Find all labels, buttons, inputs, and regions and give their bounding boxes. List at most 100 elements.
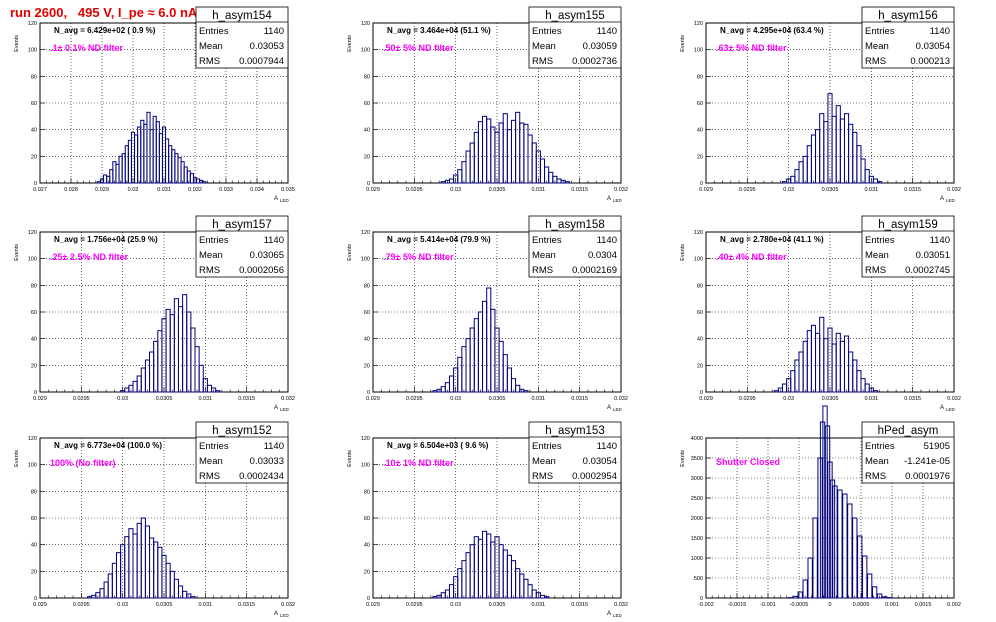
stats-box: [195, 421, 289, 484]
histogram-bin: [440, 181, 446, 184]
x-tick-label: 0.03: [117, 602, 128, 608]
histogram-bin: [839, 118, 845, 184]
histogram-bin: [144, 525, 151, 599]
x-tick-label: 0.029: [699, 396, 713, 402]
histogram-bin: [173, 298, 179, 393]
x-axis-label-subscript: LED: [280, 613, 290, 618]
x-tick-label: 0.0305: [489, 602, 506, 608]
histogram-bin: [469, 142, 475, 184]
histogram-bin: [177, 306, 184, 393]
y-tick-label: 0: [34, 181, 37, 187]
x-tick-label: 0.002: [947, 602, 961, 608]
histogram-bin: [881, 596, 888, 599]
histogram-bin: [806, 330, 812, 393]
histogram-panel-h_asym156: 0.029 0.0295 0.03 0.0305 0.031 0.0315 0.032 0 20…: [680, 6, 961, 203]
x-axis-label: A: [607, 611, 611, 617]
x-tick-label: 0.0295: [406, 602, 423, 608]
stats-rms-value: 0.0002434: [239, 471, 284, 482]
histogram-bin: [149, 537, 155, 599]
x-tick-label: 0: [828, 602, 831, 608]
average-count-header: N_avg = 4.295e+04 (63.4 %): [720, 26, 824, 35]
x-tick-label: 0.028: [64, 187, 78, 193]
x-tick-label: -0.001: [760, 602, 776, 608]
stats-rms-label: RMS: [199, 56, 220, 67]
histogram-panel-h_asym158: 0.029 0.0295 0.03 0.0305 0.031 0.0315 0.032 0 20…: [347, 215, 628, 412]
histogram-bin: [792, 595, 798, 599]
histogram-bin: [843, 335, 850, 393]
histogram-bin: [132, 533, 138, 599]
x-tick-label: 0.032: [614, 396, 628, 402]
histogram-bin: [448, 375, 455, 393]
histogram-bin: [477, 311, 484, 393]
histogram-name: hPed_asym: [878, 425, 939, 437]
stats-rms-value: 0.000213: [910, 56, 950, 67]
histogram-bin: [477, 121, 484, 184]
x-axis-label-subscript: LED: [613, 198, 623, 203]
histogram-bin: [819, 113, 825, 184]
y-tick-label: 500: [694, 576, 703, 582]
histogram-bin: [852, 131, 858, 184]
x-tick-label: -0.0015: [728, 602, 747, 608]
histogram-bin: [556, 178, 562, 184]
histogram-bin: [842, 493, 848, 599]
stats-entries-label: Entries: [865, 441, 895, 452]
histogram-bin: [440, 592, 446, 599]
stats-entries-label: Entries: [865, 26, 895, 37]
histogram-panel-hPed_asym: -0.002 -0.0015 -0.001 -0.0005 0 0.0005 0.001 0.…: [680, 405, 961, 608]
histogram-bin: [802, 155, 808, 184]
stats-mean-label: Mean: [199, 41, 223, 52]
x-tick-label: 0.0305: [489, 396, 506, 402]
x-tick-label: 0.0295: [739, 187, 756, 193]
stats-entries-label: Entries: [865, 235, 895, 246]
y-axis-label: Events: [680, 244, 686, 261]
histogram-bin: [107, 573, 113, 599]
x-tick-label: 0.032: [947, 187, 961, 193]
histogram-bin: [860, 158, 866, 184]
histogram-bin: [186, 593, 192, 599]
x-tick-label: 0.0305: [156, 602, 173, 608]
histogram-bin: [469, 327, 475, 393]
histogram-bin: [149, 351, 155, 393]
histogram-bin: [848, 123, 854, 184]
x-axis-label-subscript: LED: [946, 407, 956, 412]
x-axis-label: A: [274, 405, 278, 411]
histogram-bin: [523, 578, 529, 599]
y-tick-label: 120: [28, 230, 37, 236]
x-tick-label: 0.0295: [406, 187, 423, 193]
x-axis-label-subscript: LED: [280, 198, 290, 203]
stats-entries-label: Entries: [532, 441, 562, 452]
x-axis-label-subscript: LED: [280, 407, 290, 412]
histogram-bin: [506, 129, 512, 184]
histogram-bin: [837, 489, 843, 599]
y-tick-label: 100: [28, 257, 37, 263]
x-tick-label: 0.032: [614, 187, 628, 193]
histogram-bin: [498, 340, 504, 393]
x-tick-label: -0.0005: [790, 602, 809, 608]
x-axis-label: A: [607, 196, 611, 202]
histogram-bin: [832, 485, 838, 599]
histogram-bin: [202, 181, 207, 184]
histogram-bin: [440, 386, 446, 393]
stats-box: [861, 6, 955, 69]
histogram-bin: [506, 554, 512, 599]
histogram-bin: [473, 318, 479, 393]
stats-mean-value: 0.03059: [583, 41, 617, 52]
histogram-bin: [461, 560, 467, 599]
x-tick-label: 0.0305: [822, 187, 839, 193]
y-tick-label: 20: [364, 363, 370, 369]
y-tick-label: 80: [364, 74, 370, 80]
histogram-bin: [807, 557, 813, 599]
histogram-bin: [140, 517, 146, 599]
histogram-name: h_asym157: [212, 219, 271, 231]
y-axis-label: Events: [14, 244, 20, 261]
y-tick-label: 80: [697, 283, 703, 289]
histogram-panel-h_asym154: 0.027 0.028 0.029 0.03 0.031 0.032 0.033 0.034 0…: [14, 6, 295, 203]
filter-annotation: .79± 5% ND filter: [383, 252, 454, 262]
histogram-bin: [502, 113, 508, 184]
stats-rms-value: 0.0001976: [905, 471, 950, 482]
histogram-bin: [124, 387, 130, 393]
stats-entries-value: 1140: [597, 26, 617, 37]
histogram-bin: [173, 578, 179, 599]
y-tick-label: 120: [361, 436, 370, 442]
histogram-bin: [539, 594, 546, 599]
